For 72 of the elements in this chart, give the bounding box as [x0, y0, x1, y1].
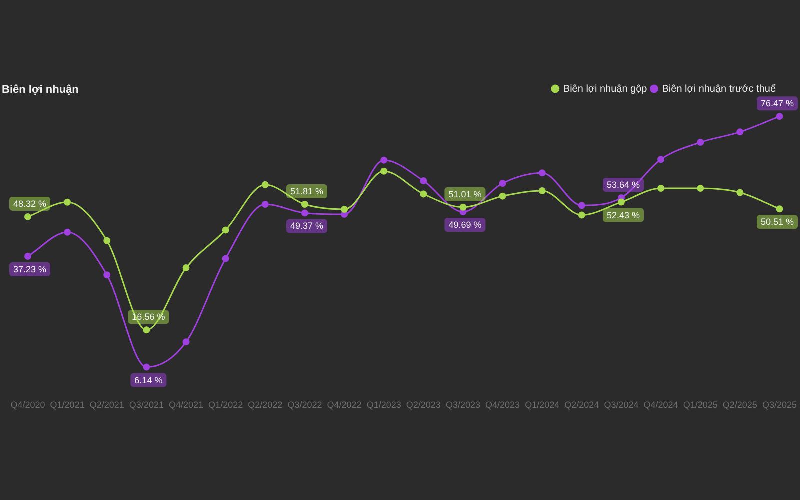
point: [499, 180, 506, 187]
point: [697, 139, 704, 146]
point: [420, 178, 428, 185]
x-tick-label: Q1/2021: [50, 400, 85, 410]
point: [578, 212, 586, 219]
x-tick-label: Q4/2021: [168, 400, 204, 410]
point: [24, 252, 32, 260]
point: [499, 192, 506, 200]
point: [104, 237, 111, 244]
point: [658, 156, 665, 164]
x-tick-label: Q3/2022: [288, 400, 322, 410]
data-label: 16.56 %: [132, 312, 166, 322]
point: [380, 156, 388, 164]
x-tick-label: Q2/2023: [406, 400, 441, 410]
x-tick-label: Q1/2023: [366, 400, 402, 410]
point: [658, 184, 665, 192]
point: [460, 204, 467, 211]
x-tick-label: Q4/2024: [644, 400, 678, 410]
point: [143, 326, 150, 334]
x-tick-label: Q2/2025: [722, 400, 758, 410]
data-label: 50.51 %: [760, 217, 794, 228]
point: [182, 264, 190, 272]
x-tick-label: Q4/2022: [327, 400, 362, 410]
point: [64, 198, 72, 206]
x-tick-label: Q1/2022: [208, 400, 244, 410]
data-label: 52.43 %: [606, 210, 640, 220]
data-label: 49.69 %: [448, 220, 482, 230]
x-tick-label: Q4/2020: [10, 400, 46, 410]
point: [262, 181, 269, 188]
data-label: 51.81 %: [290, 186, 324, 196]
x-tick-label: Q4/2023: [486, 400, 520, 410]
point: [697, 184, 704, 192]
x-tick-label: Q1/2025: [683, 400, 718, 410]
point: [736, 128, 744, 136]
x-tick-label: Q3/2024: [604, 400, 639, 410]
x-tick-label: Q3/2025: [762, 400, 797, 410]
point: [776, 206, 784, 213]
point: [301, 201, 308, 208]
x-tick-label: Q1/2024: [525, 400, 560, 410]
chart-title: Biên lợi nhuận: [2, 84, 79, 96]
point: [222, 255, 230, 262]
point: [104, 272, 111, 279]
point: [538, 187, 546, 194]
point: [262, 201, 269, 208]
x-tick-label: Q2/2022: [248, 400, 283, 410]
point: [578, 202, 586, 210]
point: [24, 213, 32, 220]
point: [64, 228, 72, 236]
point: [538, 170, 546, 177]
x-tick-label: Q2/2021: [90, 400, 124, 410]
x-tick-label: Q2/2024: [564, 400, 600, 410]
x-tick-label: Q3/2021: [129, 400, 164, 410]
point: [341, 206, 348, 214]
point: [380, 168, 388, 175]
data-label: 48.32 %: [13, 198, 47, 209]
point: [301, 210, 308, 217]
point: [222, 226, 230, 234]
data-label: 49.37 %: [290, 221, 324, 232]
point: [736, 189, 744, 196]
data-label: 6.14 %: [134, 375, 163, 386]
legend-label: Biên lợi nhuận trước thuế: [662, 84, 776, 95]
data-label: 53.64 %: [606, 180, 640, 190]
point: [420, 190, 428, 198]
point: [618, 198, 625, 206]
data-label: 51.01 %: [448, 189, 482, 200]
point: [776, 113, 784, 120]
data-label: 37.23 %: [13, 264, 47, 274]
point: [182, 338, 190, 346]
point: [143, 364, 150, 371]
legend-label: Biên lợi nhuận gộp: [563, 84, 648, 95]
x-tick-label: Q3/2023: [446, 400, 480, 410]
data-label: 76.47 %: [760, 98, 794, 109]
